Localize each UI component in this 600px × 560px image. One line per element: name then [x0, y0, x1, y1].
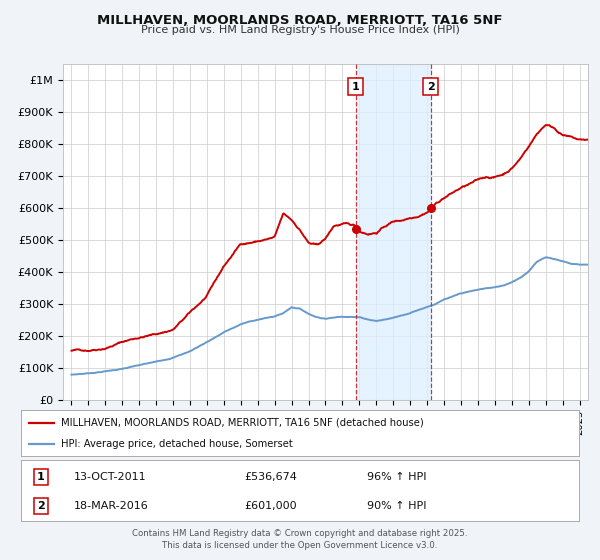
Text: 2: 2: [427, 82, 434, 92]
Text: 1: 1: [352, 82, 359, 92]
Text: 13-OCT-2011: 13-OCT-2011: [74, 472, 146, 482]
Text: 90% ↑ HPI: 90% ↑ HPI: [367, 501, 427, 511]
Text: MILLHAVEN, MOORLANDS ROAD, MERRIOTT, TA16 5NF: MILLHAVEN, MOORLANDS ROAD, MERRIOTT, TA1…: [97, 14, 503, 27]
Text: £536,674: £536,674: [244, 472, 297, 482]
Bar: [356, 64, 431, 400]
Text: Price paid vs. HM Land Registry's House Price Index (HPI): Price paid vs. HM Land Registry's House …: [140, 25, 460, 35]
Text: MILLHAVEN, MOORLANDS ROAD, MERRIOTT, TA16 5NF (detached house): MILLHAVEN, MOORLANDS ROAD, MERRIOTT, TA1…: [61, 418, 424, 428]
Text: 2: 2: [37, 501, 44, 511]
Text: £601,000: £601,000: [244, 501, 297, 511]
Text: Contains HM Land Registry data © Crown copyright and database right 2025.
This d: Contains HM Land Registry data © Crown c…: [132, 529, 468, 550]
Text: 96% ↑ HPI: 96% ↑ HPI: [367, 472, 427, 482]
Text: HPI: Average price, detached house, Somerset: HPI: Average price, detached house, Some…: [61, 439, 293, 449]
Text: 18-MAR-2016: 18-MAR-2016: [74, 501, 149, 511]
Text: 1: 1: [37, 472, 44, 482]
